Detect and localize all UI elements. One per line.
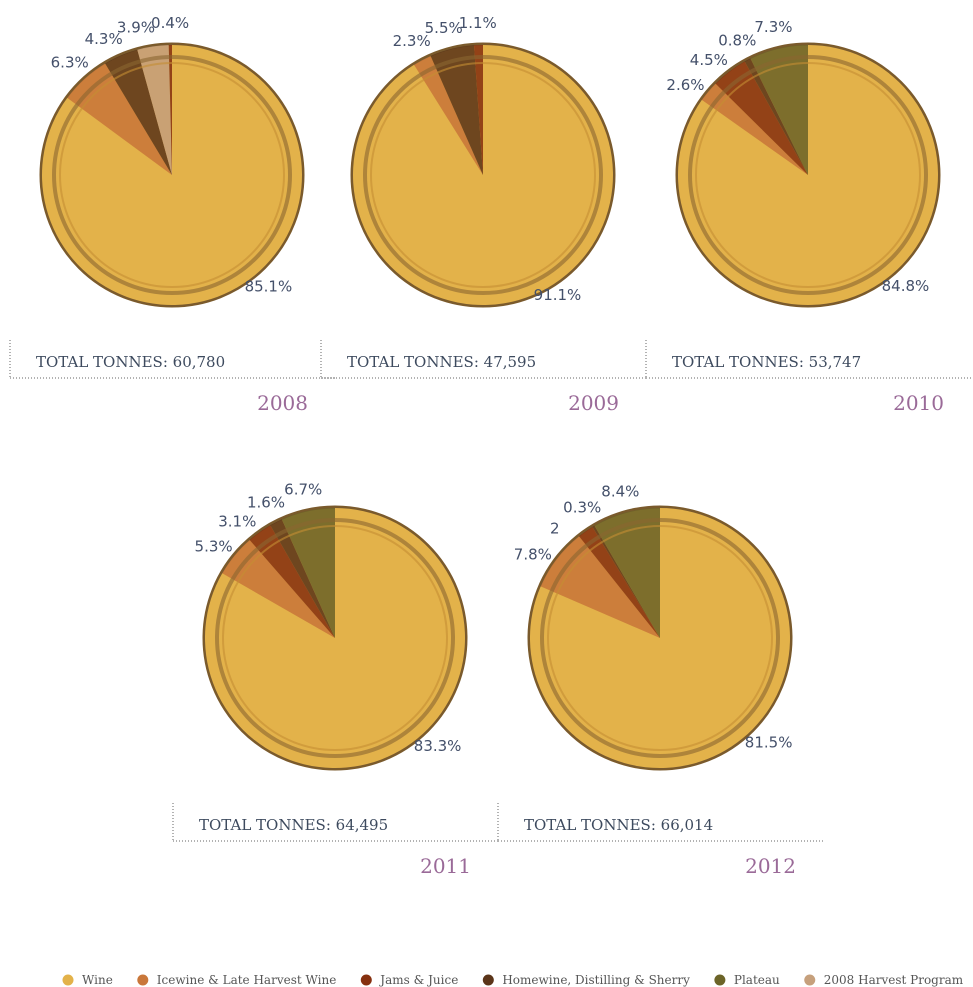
data-label: 5.3% xyxy=(195,538,233,556)
chart-title: 2008 xyxy=(257,391,308,415)
total-label: TOTAL TONNES: 60,780 xyxy=(36,353,225,371)
total-label: TOTAL TONNES: 66,014 xyxy=(524,816,713,834)
data-label: 3.1% xyxy=(218,513,256,531)
data-label: 1.6% xyxy=(247,494,285,512)
legend-marker xyxy=(137,975,148,986)
data-label: 3.9% xyxy=(117,18,155,36)
legend-label: Icewine & Late Harvest Wine xyxy=(157,973,337,987)
legend-label: Plateau xyxy=(734,973,780,987)
data-label: 2 xyxy=(550,519,560,537)
data-label: 91.1% xyxy=(534,286,582,304)
legend-label: Homewine, Distilling & Sherry xyxy=(502,973,690,987)
data-label: 5.5% xyxy=(425,19,463,37)
data-label: 1.1% xyxy=(459,14,497,32)
chart-title: 2011 xyxy=(420,854,471,878)
data-label: 85.1% xyxy=(245,278,293,296)
data-label: 6.3% xyxy=(51,54,89,72)
data-label: 2.6% xyxy=(666,76,704,94)
legend-marker xyxy=(63,975,74,986)
legend-marker xyxy=(804,975,815,986)
total-label: TOTAL TONNES: 64,495 xyxy=(199,816,388,834)
data-label: 4.5% xyxy=(690,51,728,69)
legend-label: Wine xyxy=(82,973,113,987)
chart-title: 2010 xyxy=(893,391,944,415)
data-label: 7.8% xyxy=(514,546,552,564)
chart-title: 2009 xyxy=(568,391,619,415)
data-label: 0.4% xyxy=(151,14,189,32)
total-label: TOTAL TONNES: 47,595 xyxy=(347,353,536,371)
data-label: 8.4% xyxy=(601,482,639,500)
legend-marker xyxy=(714,975,725,986)
legend-marker xyxy=(483,975,494,986)
legend-marker xyxy=(361,975,372,986)
data-label: 0.3% xyxy=(563,498,601,516)
total-label: TOTAL TONNES: 53,747 xyxy=(672,353,861,371)
data-label: 6.7% xyxy=(284,480,322,498)
chart-title: 2012 xyxy=(745,854,796,878)
data-label: 84.8% xyxy=(882,277,930,295)
legend-label: Jams & Juice xyxy=(378,973,458,987)
page: 85.1%6.3%4.3%3.9%0.4%TOTAL TONNES: 60,78… xyxy=(0,0,973,987)
legend-label: 2008 Harvest Program xyxy=(824,973,964,987)
data-label: 0.8% xyxy=(718,31,756,49)
data-label: 83.3% xyxy=(414,737,462,755)
data-label: 7.3% xyxy=(754,18,792,36)
data-label: 81.5% xyxy=(745,733,793,751)
